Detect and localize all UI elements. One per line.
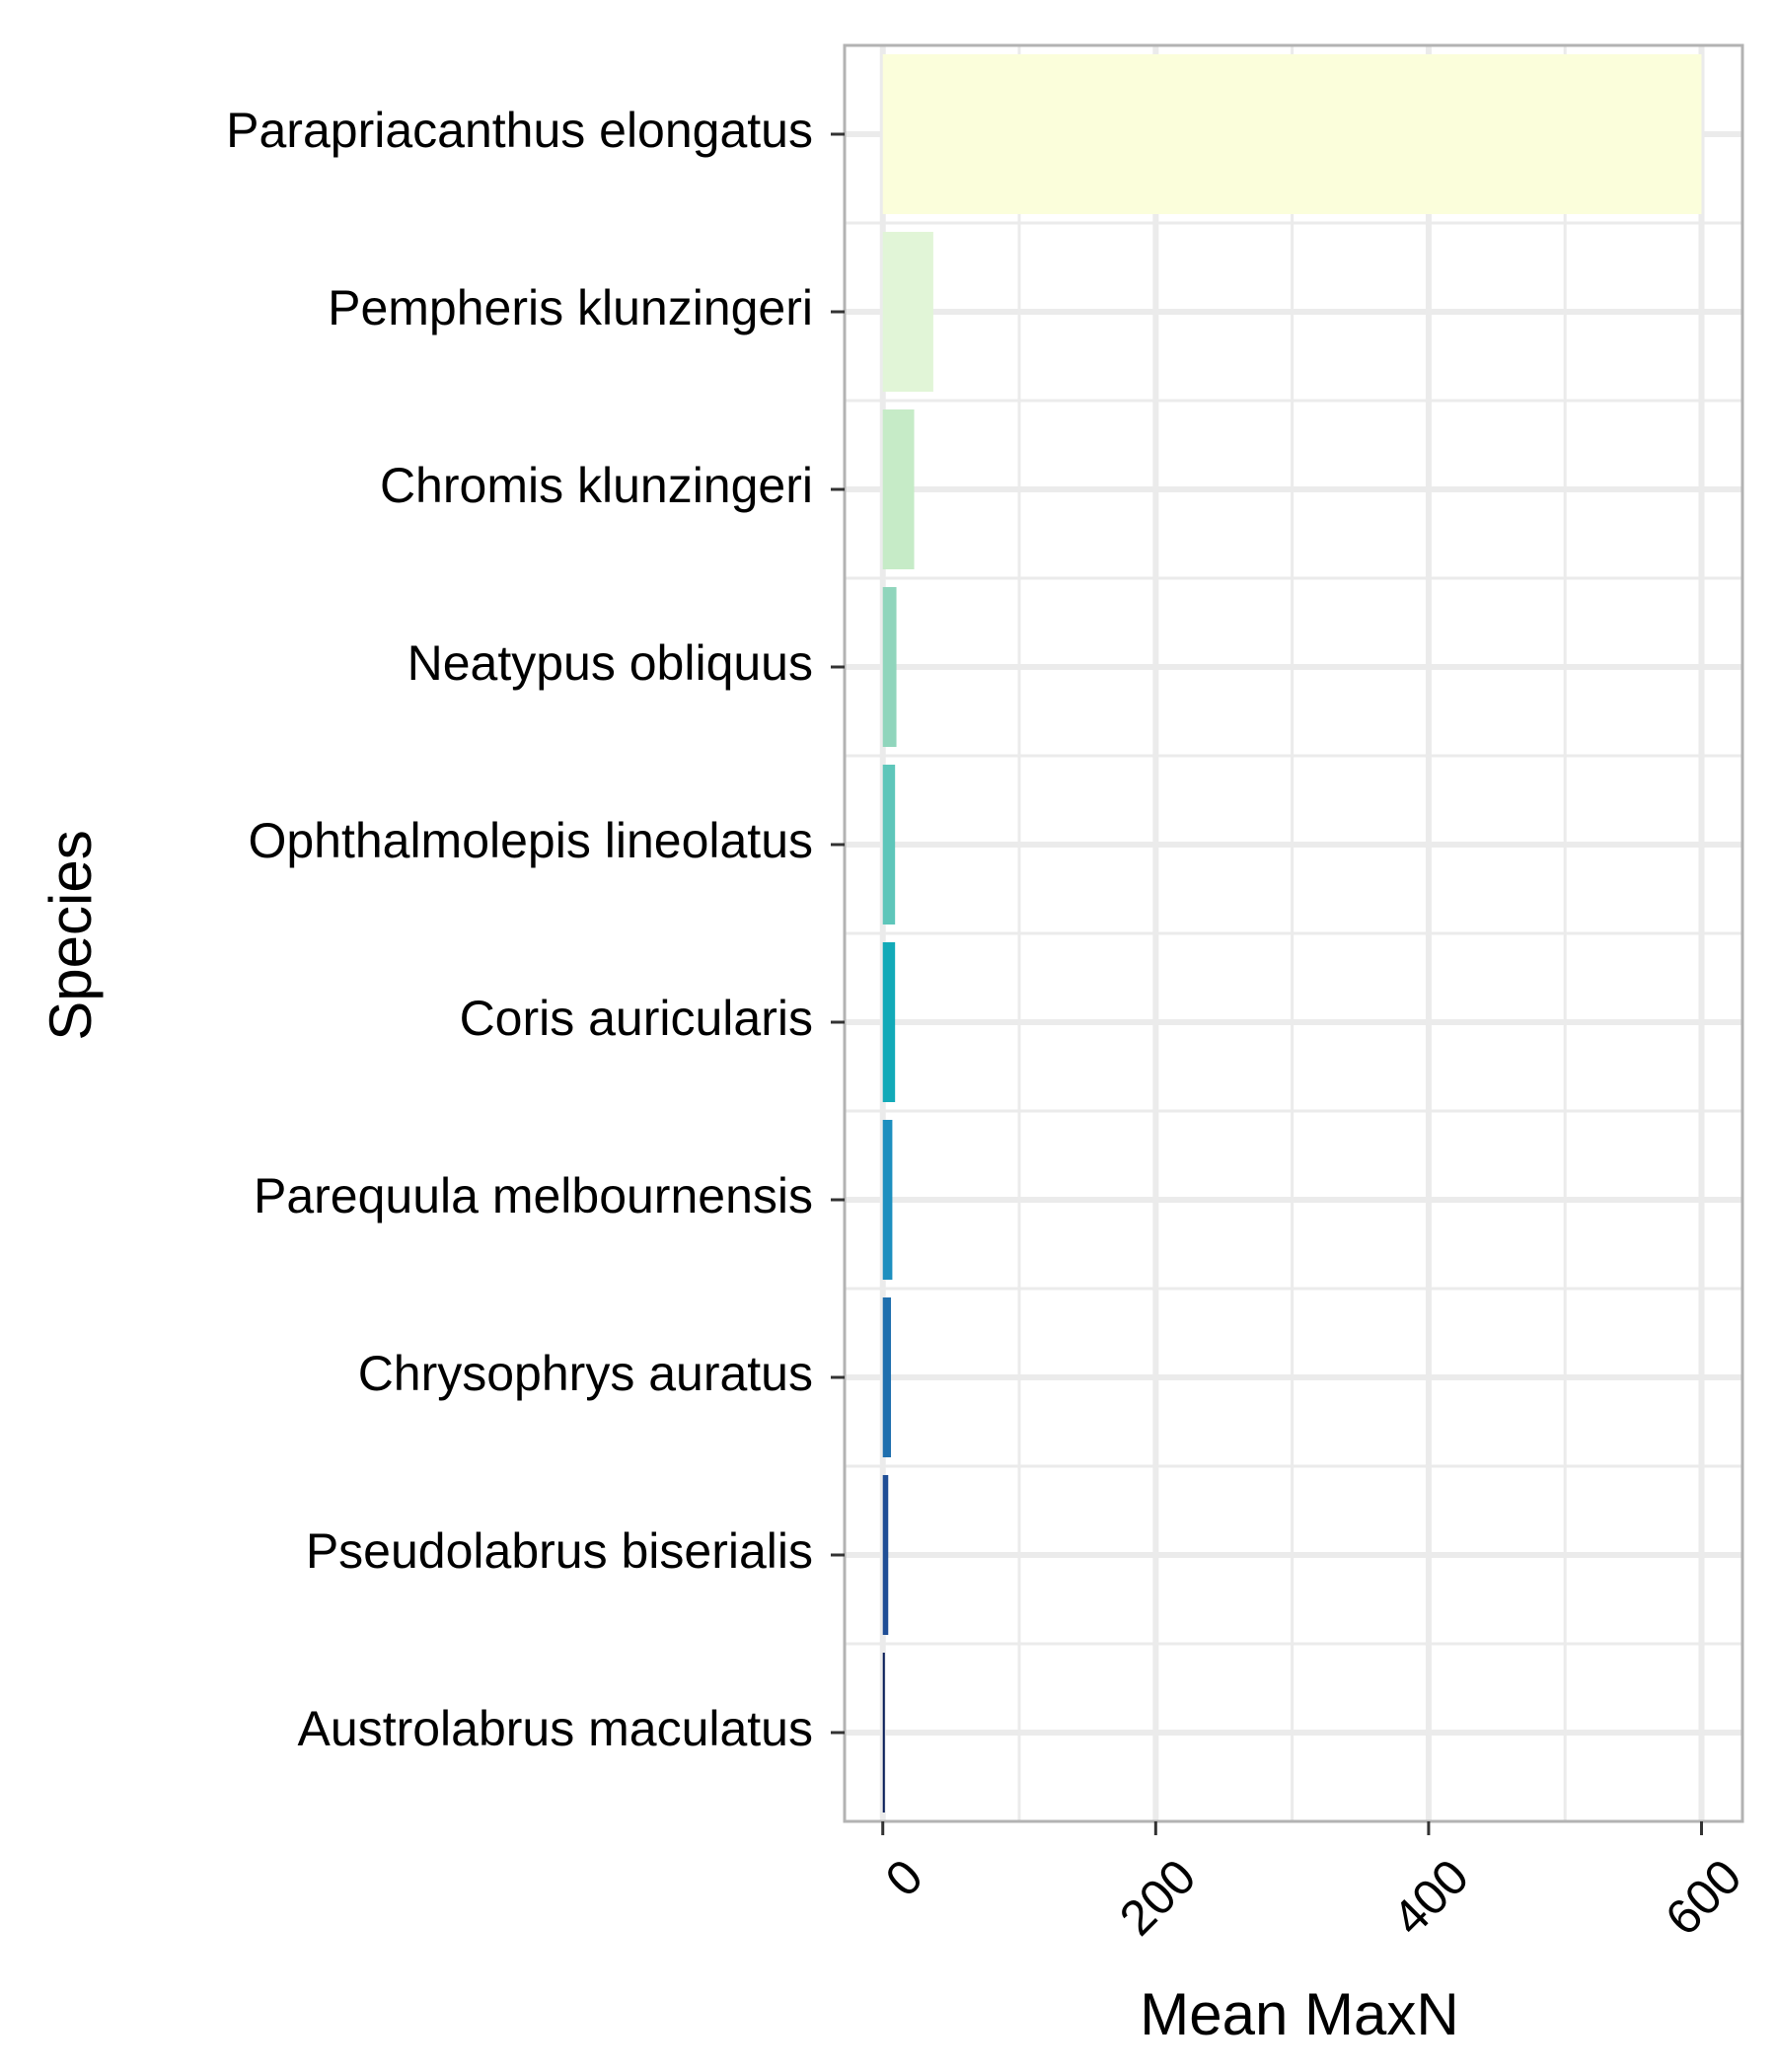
bar-austrolabrus-maculatus xyxy=(882,1653,885,1813)
x-axis-title: Mean MaxN xyxy=(1140,1981,1458,2047)
y-tick-label: Chromis klunzingeri xyxy=(380,458,813,513)
bar-parapriacanthus-elongatus xyxy=(882,54,1702,214)
bar-chrysophrys-auratus xyxy=(882,1297,892,1457)
bar-neatypus-obliquus xyxy=(882,587,897,747)
bar-parequula-melbournensis xyxy=(882,1120,893,1280)
y-axis-title: Species xyxy=(37,830,104,1040)
gridlines xyxy=(845,45,1742,1821)
y-tick-label: Pempheris klunzingeri xyxy=(328,280,813,335)
bar-coris-auricularis xyxy=(882,942,896,1102)
y-tick-label: Pseudolabrus biserialis xyxy=(306,1523,813,1579)
y-tick-label: Parequula melbournensis xyxy=(254,1168,813,1223)
bar-chromis-klunzingeri xyxy=(882,409,915,569)
y-tick-label: Coris auricularis xyxy=(460,991,813,1046)
y-tick-label: Parapriacanthus elongatus xyxy=(226,103,813,158)
bars xyxy=(882,54,1702,1813)
bar-pseudolabrus-biserialis xyxy=(882,1475,889,1635)
bar-pempheris-klunzingeri xyxy=(882,232,933,392)
bar-ophthalmolepis-lineolatus xyxy=(882,765,896,925)
y-tick-label: Ophthalmolepis lineolatus xyxy=(248,813,813,868)
panel-border xyxy=(843,43,1744,1823)
plot-border xyxy=(843,43,1744,1823)
y-axis: Austrolabrus maculatus Pseudolabrus biser… xyxy=(226,103,845,1756)
y-tick-label: Neatypus obliquus xyxy=(407,635,813,691)
y-tick-label: Austrolabrus maculatus xyxy=(298,1701,813,1756)
y-tick-label: Chrysophrys auratus xyxy=(358,1346,813,1401)
